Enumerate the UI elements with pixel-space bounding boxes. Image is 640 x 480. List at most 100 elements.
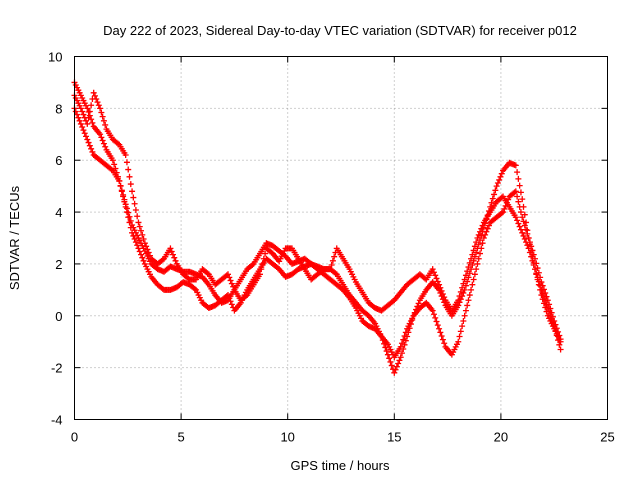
data-point-fill bbox=[552, 327, 559, 334]
data-point bbox=[391, 369, 398, 376]
data-point-fill bbox=[83, 133, 90, 140]
data-point-fill bbox=[143, 243, 150, 250]
data-point-fill bbox=[530, 261, 537, 268]
x-tick-label: 15 bbox=[387, 430, 401, 445]
data-point bbox=[256, 271, 263, 278]
data-point-fill bbox=[542, 297, 549, 304]
data-point-fill bbox=[462, 307, 469, 314]
data-point-fill bbox=[488, 199, 495, 206]
data-point-fill bbox=[139, 231, 146, 238]
data-point-fill bbox=[548, 315, 555, 322]
data-point-fill bbox=[477, 228, 484, 235]
y-tick-label: 10 bbox=[48, 50, 62, 65]
data-point-fill bbox=[464, 302, 471, 309]
data-point-fill bbox=[191, 285, 198, 292]
data-point bbox=[129, 188, 136, 195]
data-point-fill bbox=[260, 255, 267, 262]
data-point-fill bbox=[543, 301, 550, 308]
data-point-fill bbox=[117, 183, 124, 190]
data-point-fill bbox=[83, 117, 90, 124]
data-point-fill bbox=[517, 189, 524, 196]
grid-lines bbox=[74, 56, 608, 420]
data-point-fill bbox=[459, 323, 466, 330]
data-point-fill bbox=[430, 269, 437, 276]
data-point-fill bbox=[121, 198, 128, 205]
data-point-fill bbox=[131, 200, 138, 207]
data-point-fill bbox=[547, 312, 554, 319]
series-track-a bbox=[71, 79, 564, 376]
data-point-fill bbox=[228, 301, 235, 308]
data-point-fill bbox=[491, 191, 498, 198]
data-point-fill bbox=[524, 230, 531, 237]
data-point-fill bbox=[535, 278, 542, 285]
data-point-fill bbox=[517, 209, 524, 216]
data-point-fill bbox=[134, 242, 141, 249]
data-point-fill bbox=[227, 277, 234, 284]
data-point bbox=[84, 105, 91, 112]
data-point-fill bbox=[383, 348, 390, 355]
data-point-fill bbox=[388, 362, 395, 369]
data-point-fill bbox=[111, 161, 118, 168]
data-point-fill bbox=[469, 251, 476, 258]
data-point-fill bbox=[515, 198, 522, 205]
data-point-fill bbox=[398, 340, 405, 347]
data-point-fill bbox=[520, 232, 527, 239]
data-point-fill bbox=[516, 223, 523, 230]
data-point-fill bbox=[126, 173, 133, 180]
data-point-fill bbox=[438, 287, 445, 294]
data-point-fill bbox=[432, 272, 439, 279]
data-point-fill bbox=[441, 294, 448, 301]
data-point-fill bbox=[477, 250, 484, 257]
data-point-fill bbox=[75, 114, 82, 121]
data-point-fill bbox=[145, 249, 152, 256]
data-point-fill bbox=[464, 268, 471, 275]
data-point-fill bbox=[132, 206, 139, 213]
data-point-fill bbox=[159, 256, 166, 263]
data-point-fill bbox=[520, 218, 527, 225]
data-point-fill bbox=[517, 226, 524, 233]
data-point bbox=[109, 157, 116, 164]
data-point-fill bbox=[475, 255, 482, 262]
chart-title: Day 222 of 2023, Sidereal Day-to-day VTE… bbox=[103, 23, 577, 38]
data-point-fill bbox=[457, 288, 464, 295]
data-point bbox=[519, 196, 526, 203]
data-point-fill bbox=[242, 293, 249, 300]
data-point bbox=[474, 235, 481, 241]
data-point-fill bbox=[523, 226, 530, 233]
x-tick-label: 0 bbox=[71, 430, 78, 445]
data-point-fill bbox=[415, 300, 422, 307]
data-point bbox=[397, 354, 404, 361]
data-point-fill bbox=[514, 169, 521, 176]
data-point-fill bbox=[492, 187, 499, 194]
data-point-fill bbox=[79, 124, 86, 131]
data-point bbox=[384, 351, 391, 358]
data-point-fill bbox=[126, 219, 133, 226]
data-point-fill bbox=[94, 99, 101, 106]
data-point-fill bbox=[555, 337, 562, 344]
data-point bbox=[135, 245, 142, 252]
data-point-fill bbox=[485, 222, 492, 229]
data-point-fill bbox=[478, 225, 485, 232]
data-point bbox=[468, 286, 475, 293]
data-point-fill bbox=[125, 166, 132, 173]
data-point-fill bbox=[91, 92, 98, 99]
data-point-fill bbox=[400, 336, 407, 343]
data-point-fill bbox=[523, 239, 530, 246]
y-tick-label: 2 bbox=[55, 257, 62, 272]
data-point bbox=[97, 105, 104, 112]
data-point-fill bbox=[553, 332, 560, 339]
y-axis-label: SDTVAR / TECUs bbox=[7, 185, 22, 290]
data-point-fill bbox=[475, 231, 482, 238]
data-point bbox=[500, 209, 507, 216]
data-point-fill bbox=[132, 239, 139, 246]
data-point bbox=[429, 266, 436, 273]
x-axis-label: GPS time / hours bbox=[291, 458, 390, 473]
data-point-fill bbox=[226, 274, 233, 281]
data-point bbox=[327, 266, 334, 273]
data-point bbox=[84, 136, 91, 143]
data-point-fill bbox=[514, 193, 521, 200]
data-point-fill bbox=[130, 194, 137, 201]
data-point bbox=[84, 120, 91, 127]
data-point-fill bbox=[398, 350, 405, 357]
data-point-fill bbox=[139, 254, 146, 261]
